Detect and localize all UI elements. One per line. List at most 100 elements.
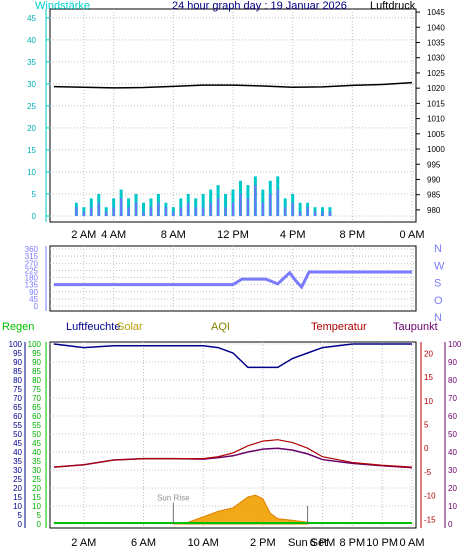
p3-y-right2-tick: 50 <box>448 430 457 439</box>
p1-y-left-tick: 30 <box>27 80 36 89</box>
p3-y-rain-tick: 35 <box>32 457 41 466</box>
p3-y-right2-tick: 30 <box>448 466 457 475</box>
p3-y-left-tick: 75 <box>13 385 22 394</box>
p3-y-rain-tick: 0 <box>37 520 42 529</box>
p3-x-tick: 2 AM <box>71 537 96 549</box>
p3-y-left-tick: 65 <box>13 403 22 412</box>
p1-x-tick: 12 PM <box>217 229 249 241</box>
p3-x-tick: 6 PM <box>310 537 336 549</box>
p3-x-tick: 6 AM <box>131 537 156 549</box>
p3-y-rain-tick: 55 <box>32 421 41 430</box>
p2-y-tick: 180 <box>25 274 39 283</box>
p3-y-left-tick: 10 <box>13 502 22 511</box>
p3-y-right-tick: 20 <box>424 349 433 358</box>
p3-y-rain-tick: 90 <box>32 358 41 367</box>
p3-y-right2-tick: 90 <box>448 358 457 367</box>
p1-y-right-tick: 1020 <box>427 84 445 93</box>
p3-y-left-tick: 60 <box>13 412 22 421</box>
p3-y-right-tick: 0 <box>424 444 429 453</box>
p1-y-right-tick: 1030 <box>427 54 445 63</box>
p3-y-rain-tick: 10 <box>32 502 41 511</box>
p1-x-tick: 2 AM <box>71 229 96 241</box>
p3-y-left-tick: 55 <box>13 421 22 430</box>
p3-y-left-tick: 25 <box>13 475 22 484</box>
p3-y-left-tick: 20 <box>13 484 22 493</box>
compass-label: N <box>434 312 442 324</box>
legend-aqi: AQI <box>211 321 230 333</box>
temperature-line <box>53 439 413 468</box>
p1-x-tick: 0 AM <box>399 229 424 241</box>
p3-y-right2-tick: 0 <box>448 520 453 529</box>
p3-y-right-tick: -5 <box>424 468 432 477</box>
p3-y-left-tick: 0 <box>18 520 23 529</box>
p3-y-rain-tick: 80 <box>32 376 41 385</box>
p1-x-tick: 8 AM <box>161 229 186 241</box>
p3-y-right-tick: -10 <box>424 492 436 501</box>
p3-y-left-tick: 80 <box>13 376 22 385</box>
pressure-line <box>53 81 413 89</box>
p3-y-right2-tick: 80 <box>448 376 457 385</box>
p3-y-rain-tick: 70 <box>32 394 41 403</box>
p3-y-right-tick: 5 <box>424 421 429 430</box>
p1-y-right-tick: 1015 <box>427 99 445 108</box>
p3-y-left-tick: 90 <box>13 358 22 367</box>
p3-y-rain-tick: 25 <box>32 475 41 484</box>
p1-y-left-tick: 25 <box>27 102 36 111</box>
p2-y-tick: 270 <box>25 259 39 268</box>
p3-y-left-tick: 5 <box>18 511 23 520</box>
p3-y-rain-tick: 65 <box>32 403 41 412</box>
p1-y-left-tick: 10 <box>27 168 36 177</box>
p3-y-left-tick: 45 <box>13 439 22 448</box>
solar-area <box>173 494 309 525</box>
p3-y-right2-tick: 70 <box>448 394 457 403</box>
p1-y-right-tick: 1045 <box>427 8 445 17</box>
legend-taupunkt: Taupunkt <box>393 321 438 333</box>
legend-regen: Regen <box>2 321 34 333</box>
p3-y-rain-tick: 30 <box>32 466 41 475</box>
p3-y-rain-tick: 40 <box>32 448 41 457</box>
p3-y-right-tick: 15 <box>424 373 433 382</box>
p3-y-left-tick: 30 <box>13 466 22 475</box>
p2-y-tick: 90 <box>29 288 38 297</box>
compass-label: S <box>434 278 441 290</box>
p1-y-left-tick: 45 <box>27 14 36 23</box>
p3-y-left-tick: 95 <box>13 349 22 358</box>
sunrise-label: Sun Rise <box>157 493 190 502</box>
p3-y-rain-tick: 15 <box>32 493 41 502</box>
p1-y-right-tick: 1040 <box>427 23 445 32</box>
p3-y-rain-tick: 100 <box>28 340 42 349</box>
label-windstaerke: Windstärke <box>35 0 90 12</box>
p1-y-right-tick: 980 <box>427 206 441 215</box>
legend-temperatur: Temperatur <box>311 321 367 333</box>
p3-y-rain-tick: 5 <box>37 511 42 520</box>
p1-y-right-tick: 1000 <box>427 145 445 154</box>
p3-y-right-tick: 10 <box>424 397 433 406</box>
chart-title: 24 hour graph day : 19 Januar 2026 <box>172 0 347 12</box>
p3-x-tick: 10 PM <box>366 537 398 549</box>
p2-y-tick: 0 <box>34 302 39 311</box>
p3-x-tick: 8 PM <box>339 537 365 549</box>
p3-y-left-tick: 100 <box>9 340 23 349</box>
p3-y-right-tick: -15 <box>424 515 436 524</box>
p1-y-left-tick: 40 <box>27 36 36 45</box>
p3-y-right2-tick: 20 <box>448 484 457 493</box>
p1-y-left-tick: 15 <box>27 146 36 155</box>
legend-luftfeuchte: Luftfeuchte <box>66 321 120 333</box>
p3-y-left-tick: 50 <box>13 430 22 439</box>
p2-y-tick: 45 <box>29 295 38 304</box>
p3-y-rain-tick: 85 <box>32 367 41 376</box>
p1-y-left-tick: 5 <box>32 190 37 199</box>
p3-y-rain-tick: 20 <box>32 484 41 493</box>
p1-y-right-tick: 1035 <box>427 38 445 47</box>
compass-label: W <box>434 260 445 272</box>
p1-y-right-tick: 1005 <box>427 130 445 139</box>
p1-y-right-tick: 1010 <box>427 115 445 124</box>
p1-y-left-tick: 35 <box>27 58 36 67</box>
p3-x-tick: 2 PM <box>250 537 276 549</box>
p3-y-rain-tick: 95 <box>32 349 41 358</box>
direction-line <box>54 270 412 290</box>
p2-y-tick: 315 <box>25 252 39 261</box>
p3-y-rain-tick: 45 <box>32 439 41 448</box>
